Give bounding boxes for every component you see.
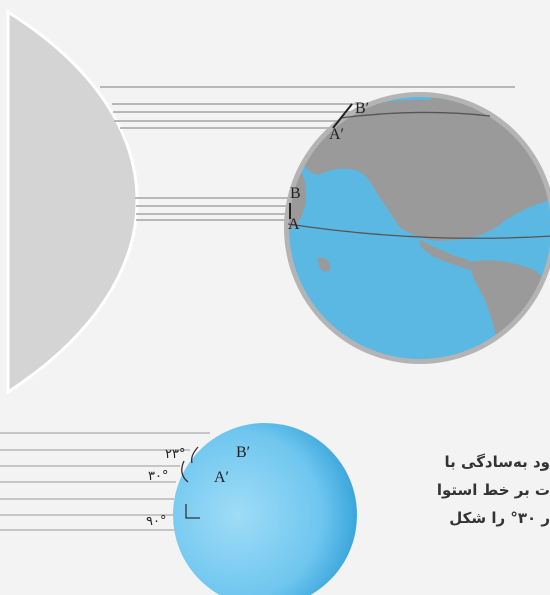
bottom-sun-rays (0, 432, 210, 531)
caption-line-1: ود به‌سادگی با (444, 453, 550, 471)
label-b-top: B (290, 185, 301, 202)
caption-text: ود به‌سادگی با ت بر خط استوا ر ۳۰° را شک… (390, 448, 550, 532)
light-ball (173, 423, 357, 595)
label-a-prime-bottom: A′ (214, 469, 229, 486)
angle-label-30: ۳۰° (148, 469, 168, 484)
label-a-top: A (288, 216, 300, 233)
latitude-line-upper (339, 111, 491, 119)
angle-label-23: ۲۳° (165, 447, 185, 462)
label-b-prime-bottom: B′ (236, 444, 250, 461)
angle-23-arc (190, 446, 199, 464)
caption-line-2: ت بر خط استوا (436, 481, 550, 499)
caption-line-3: ر ۳۰° را شکل (449, 509, 550, 527)
arc-a-prime-b-prime (332, 103, 353, 129)
angle-label-90: ۹۰° (146, 514, 166, 529)
island-land (318, 257, 331, 272)
central-america-land (419, 240, 476, 270)
label-b-prime-top: B′ (355, 100, 369, 117)
sun-disc (6, 9, 139, 395)
earth-globe (284, 92, 550, 364)
north-america-land (299, 99, 550, 241)
angle-90-mark (185, 504, 200, 519)
label-a-prime-top: A′ (329, 126, 344, 143)
equator-line (287, 223, 550, 239)
angle-30-arc (181, 460, 189, 483)
